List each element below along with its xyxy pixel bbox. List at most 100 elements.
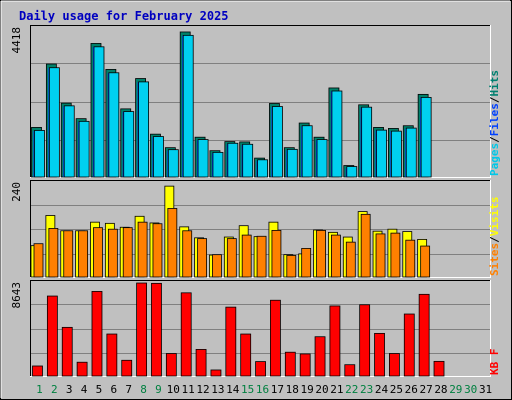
- bar-pages-day-11: [182, 34, 194, 178]
- bar-kb-f-day-6: [106, 333, 118, 377]
- bar-kb-f-day-9: [151, 282, 162, 377]
- bar-kb-f-day-20: [314, 336, 326, 377]
- bars-visitors: [30, 185, 431, 278]
- bar-pages-day-6: [108, 72, 120, 178]
- bar-sites-day-26: [405, 239, 416, 278]
- bar-pages-day-26: [405, 127, 417, 178]
- x-tick-day-16: 16: [256, 383, 269, 396]
- bar-sites-day-4: [78, 230, 89, 278]
- panels: 4418Pages/Files/Hits240Sites/Visits8643K…: [10, 25, 501, 377]
- bar-sites-day-16: [256, 235, 267, 278]
- bar-kb-f-day-25: [389, 353, 400, 377]
- bar-kb-f-day-16: [255, 361, 266, 377]
- bar-kb-f-day-14: [225, 306, 237, 377]
- bar-kb-f-day-26: [403, 313, 415, 377]
- bar-pages-day-13: [212, 151, 224, 178]
- bar-sites-day-24: [375, 233, 386, 278]
- bar-sites-day-23: [360, 213, 371, 278]
- legend-entry: /: [488, 136, 501, 143]
- bar-pages-day-12: [197, 139, 209, 178]
- bar-pages-day-5: [93, 46, 105, 178]
- bar-pages-day-15: [242, 143, 254, 178]
- bar-sites-day-27: [420, 245, 431, 278]
- bar-kb-f-day-2: [46, 295, 58, 377]
- legend-requests: Pages/Files/Hits: [488, 70, 501, 176]
- bar-pages-day-22: [346, 166, 358, 178]
- bar-kb-f-day-17: [270, 299, 281, 377]
- bar-kb-f-day-22: [344, 364, 356, 377]
- legend-entry: Visits: [488, 197, 501, 237]
- bar-pages-day-8: [138, 81, 149, 178]
- bar-sites-day-8: [137, 221, 148, 278]
- bar-pages-day-2: [48, 67, 60, 178]
- x-tick-day-14: 14: [226, 383, 240, 396]
- bar-pages-day-14: [227, 142, 239, 178]
- bar-kb-f-day-27: [418, 293, 430, 377]
- bar-kb-f-day-13: [210, 369, 222, 377]
- x-tick-day-18: 18: [286, 383, 299, 396]
- x-tick-day-4: 4: [81, 383, 88, 396]
- bar-sites-day-12: [197, 238, 207, 278]
- bar-sites-day-1: [33, 243, 44, 278]
- legend-visitors: Sites/Visits: [488, 197, 501, 277]
- bar-sites-day-7: [122, 227, 133, 278]
- x-tick-day-5: 5: [96, 383, 103, 396]
- bar-kb-f-day-23: [359, 304, 371, 377]
- bar-kb-f-day-8: [136, 282, 147, 377]
- x-tick-day-23: 23: [360, 383, 373, 396]
- x-tick-day-1: 1: [36, 383, 43, 396]
- x-axis-labels: 1 2 3 4 5 6 7 8 9 10 11 12 13 14 15 16 17 18 19 20 21 22 23 24 2…: [36, 383, 492, 396]
- bar-pages-day-19: [301, 125, 313, 178]
- bar-kb-f-day-18: [284, 351, 296, 377]
- legend-entry: Files: [488, 103, 501, 136]
- bar-pages-day-27: [420, 97, 432, 178]
- legend-entry: F: [488, 349, 501, 356]
- bar-kb-f-day-21: [329, 305, 341, 377]
- y-max-label: 240: [10, 182, 23, 202]
- bar-sites-day-17: [271, 229, 282, 278]
- panel-kbytes: 8643 KB F: [10, 280, 501, 377]
- bars-requests: [31, 31, 432, 178]
- x-tick-day-11: 11: [182, 383, 195, 396]
- bar-kb-f-day-12: [195, 349, 207, 377]
- bar-pages-day-4: [78, 120, 90, 178]
- legend-entry: /: [488, 236, 501, 243]
- x-tick-day-24: 24: [375, 383, 389, 396]
- bar-sites-day-18: [286, 255, 297, 278]
- bar-pages-day-10: [167, 149, 179, 178]
- bar-sites-day-13: [212, 254, 222, 278]
- x-tick-day-12: 12: [196, 383, 209, 396]
- bar-sites-day-15: [241, 234, 252, 278]
- bar-pages-day-25: [391, 130, 402, 178]
- y-max-label: 4418: [10, 27, 23, 54]
- bar-sites-day-25: [390, 232, 401, 278]
- legend-entry: Hits: [488, 70, 501, 97]
- bar-kb-f-day-1: [32, 365, 43, 377]
- bar-kb-f-day-15: [240, 333, 252, 377]
- x-tick-day-21: 21: [330, 383, 343, 396]
- bar-kb-f-day-10: [165, 353, 177, 377]
- x-tick-day-13: 13: [211, 383, 224, 396]
- bar-kb-f-day-11: [180, 292, 192, 377]
- legend-entry: Pages: [488, 143, 501, 176]
- bar-kb-f-day-19: [299, 353, 311, 377]
- x-tick-day-2: 2: [51, 383, 58, 396]
- bar-sites-day-20: [316, 229, 326, 278]
- x-tick-day-22: 22: [345, 383, 358, 396]
- bar-kb-f-day-5: [91, 291, 103, 377]
- bar-pages-day-16: [257, 159, 268, 178]
- bar-pages-day-17: [272, 106, 283, 178]
- bar-sites-day-19: [301, 248, 312, 278]
- x-tick-day-27: 27: [419, 383, 432, 396]
- legend-entry: /: [488, 96, 501, 103]
- bar-kb-f-day-28: [433, 360, 445, 377]
- bar-pages-day-18: [286, 148, 298, 178]
- bar-pages-day-7: [123, 111, 135, 178]
- bar-sites-day-11: [182, 230, 193, 278]
- bar-pages-day-9: [153, 136, 164, 178]
- x-tick-day-3: 3: [66, 383, 73, 396]
- bar-sites-day-3: [63, 230, 74, 278]
- legend-entry: Sites: [488, 243, 501, 276]
